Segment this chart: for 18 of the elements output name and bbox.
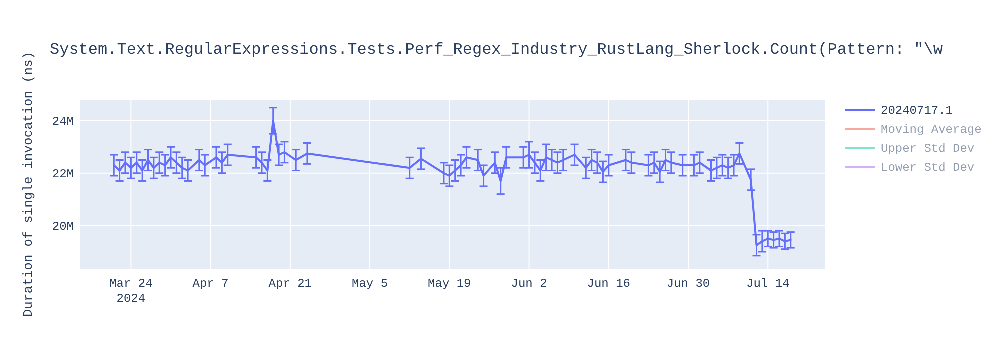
x-tick-label: Jul 14 (746, 277, 790, 291)
chart-title: System.Text.RegularExpressions.Tests.Perf_Regex_Industry_RustLang_Sherlock.Count(Pattern: "\w (50, 41, 944, 59)
x-tick-label: Jun 16 (587, 277, 631, 291)
x-tick-label: May 19 (428, 277, 472, 291)
y-tick-label: 22M (52, 168, 74, 182)
legend-label: 20240717.1 (881, 104, 954, 118)
y-axis-title: Duration of single invocation (ns) (21, 52, 36, 318)
x-tick-label: Apr 21 (268, 277, 312, 291)
legend-label: Lower Std Dev (881, 161, 975, 176)
x-tick-label: Jun 2 (511, 277, 548, 291)
x-tick-label: Jun 30 (666, 277, 710, 291)
x-tick-label: May 5 (352, 277, 388, 291)
y-tick-label: 20M (52, 220, 74, 234)
x-tick-label: Mar 24 2024 (110, 277, 153, 306)
x-tick-label: Apr 7 (192, 277, 229, 291)
legend-label: Upper Std Dev (881, 142, 975, 156)
legend-label: Moving Average (881, 123, 982, 138)
y-tick-label: 24M (52, 115, 74, 130)
